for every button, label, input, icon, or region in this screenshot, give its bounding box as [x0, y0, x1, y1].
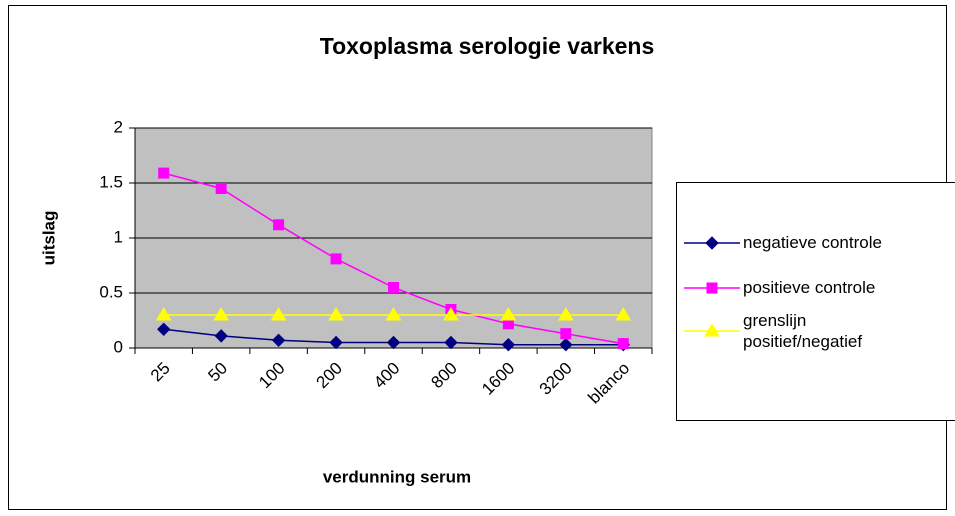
- marker: [328, 307, 344, 321]
- x-axis-label: verdunning serum: [323, 467, 471, 486]
- y-axis-label: uitslag: [39, 211, 58, 266]
- marker: [270, 307, 287, 321]
- marker: [615, 307, 632, 321]
- marker: [385, 307, 402, 321]
- marker: [560, 328, 572, 340]
- marker: [559, 337, 573, 352]
- marker: [706, 282, 718, 294]
- marker: [330, 253, 342, 265]
- marker: [501, 337, 516, 352]
- marker: [557, 307, 574, 321]
- marker: [388, 282, 399, 293]
- y-tick-label: 2: [114, 117, 123, 136]
- marker: [271, 333, 286, 348]
- marker: [158, 167, 170, 179]
- marker: [155, 307, 172, 321]
- marker: [386, 335, 401, 350]
- y-tick-label: 0: [114, 337, 123, 356]
- marker: [329, 335, 343, 350]
- y-tick-label: 1.5: [99, 172, 123, 191]
- legend-box: [676, 182, 955, 421]
- marker: [704, 323, 720, 337]
- marker: [273, 219, 285, 231]
- marker: [215, 183, 227, 194]
- marker: [705, 236, 719, 250]
- marker: [617, 338, 629, 350]
- marker: [213, 307, 230, 321]
- marker: [157, 322, 171, 337]
- y-tick-label: 0.5: [99, 282, 123, 301]
- marker: [500, 307, 517, 321]
- legend-label: positieve controle: [743, 278, 876, 297]
- y-tick-label: 1: [114, 227, 123, 246]
- legend-label: negatieve controle: [743, 233, 882, 252]
- marker: [444, 335, 458, 350]
- marker: [214, 329, 228, 343]
- chart-title: Toxoplasma serologie varkens: [320, 33, 655, 59]
- marker: [443, 307, 459, 321]
- legend-label: grenslijn positief/negatief: [743, 311, 863, 351]
